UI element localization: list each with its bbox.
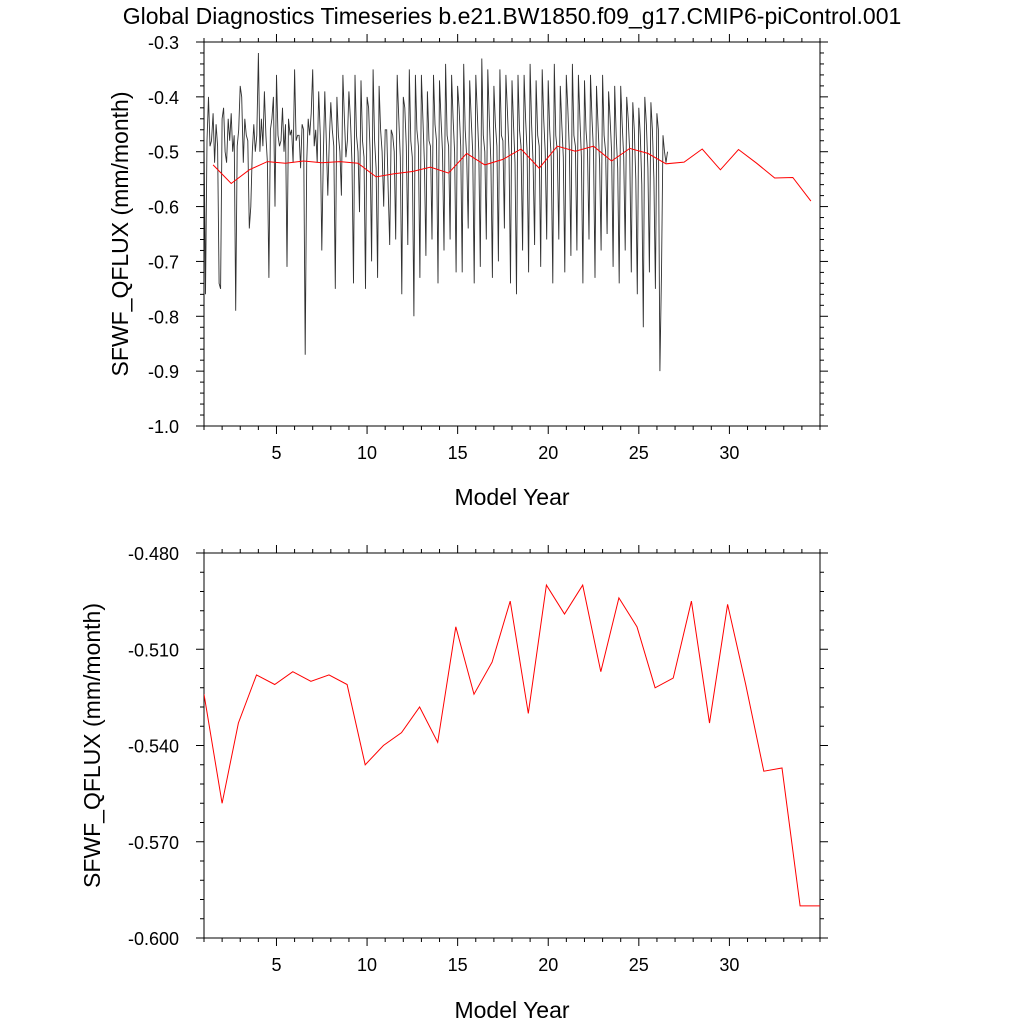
bottom-panel: 5 10 15 20 25 30 -0.600 -0.570 -0.540 -0.510 -0.48… — [79, 544, 828, 1023]
x-tick-label: 10 — [357, 955, 377, 975]
y-tick-label: -0.5 — [148, 143, 179, 163]
y-tick-label: -0.480 — [128, 544, 179, 564]
y-axis-label: SFWF_QFLUX (mm/month) — [79, 603, 105, 888]
x-tick-label: 15 — [448, 955, 468, 975]
y-tick-label: -0.600 — [128, 929, 179, 949]
chart-title: Global Diagnostics Timeseries b.e21.BW18… — [122, 3, 902, 29]
series-line-annual-mean — [204, 583, 820, 907]
x-tick-label: 5 — [271, 443, 281, 463]
y-tick-label: -1.0 — [148, 417, 179, 437]
series-line-monthly — [204, 52, 668, 372]
x-axis-label: Model Year — [454, 484, 569, 510]
y-tick-label: -0.540 — [128, 737, 179, 757]
top-panel: 5 10 15 20 25 30 -1.0 -0.9 -0.8 -0.7 -0.6 -0.5 -0.4 -… — [107, 33, 828, 510]
y-tick-label: -0.6 — [148, 198, 179, 218]
x-tick-label: 20 — [538, 955, 558, 975]
x-tick-label: 5 — [271, 955, 281, 975]
x-tick-label: 10 — [357, 443, 377, 463]
x-tick-label: 30 — [719, 955, 739, 975]
x-tick-label: 20 — [538, 443, 558, 463]
x-tick-label: 25 — [629, 955, 649, 975]
y-tick-label: -0.570 — [128, 833, 179, 853]
series-line-annual-mean — [212, 145, 812, 202]
y-tick-label: -0.4 — [148, 88, 179, 108]
y-tick-label: -0.3 — [148, 33, 179, 53]
y-tick-label: -0.7 — [148, 252, 179, 272]
x-tick-label: 30 — [719, 443, 739, 463]
x-tick-label: 15 — [448, 443, 468, 463]
x-axis-label: Model Year — [454, 997, 569, 1023]
y-tick-label: -0.510 — [128, 640, 179, 660]
y-tick-label: -0.8 — [148, 307, 179, 327]
x-tick-label: 25 — [629, 443, 649, 463]
y-tick-label: -0.9 — [148, 362, 179, 382]
y-axis-label: SFWF_QFLUX (mm/month) — [107, 92, 133, 377]
